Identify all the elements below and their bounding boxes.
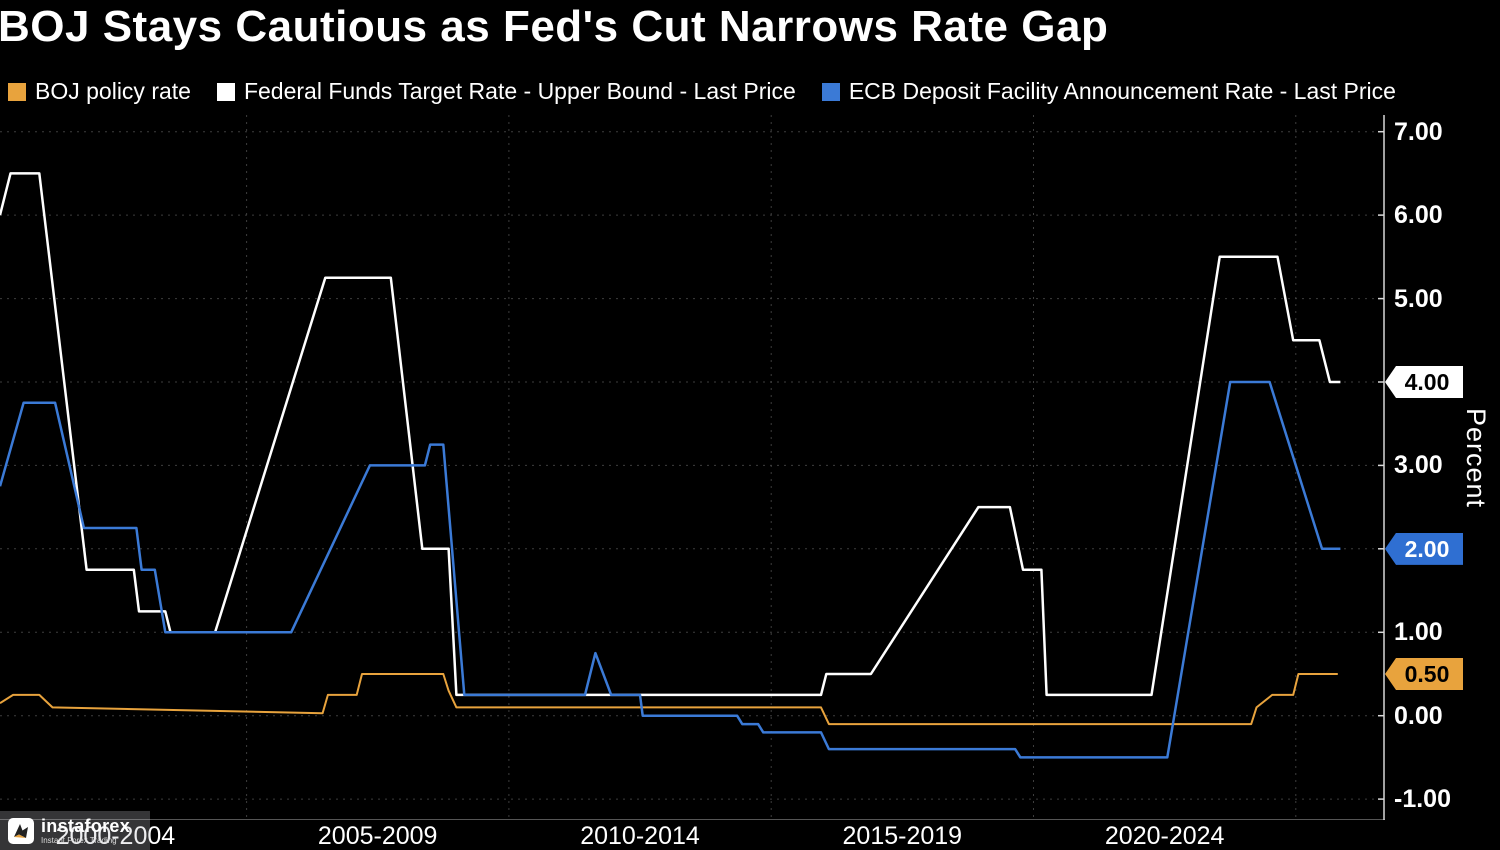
x-tick-2015-2019: 2015-2019 — [842, 822, 963, 850]
watermark-tagline: Instant Forex Trading — [41, 835, 117, 845]
fed-series-swatch — [216, 82, 235, 101]
watermark-instaforex: instaforex Instant Forex Trading — [0, 811, 150, 850]
plot-area — [0, 115, 1385, 820]
legend-label-ecb: ECB Deposit Facility Announcement Rate -… — [848, 78, 1396, 104]
y-tick-7.00: 7.00 — [1394, 117, 1443, 146]
y-tick-0.00: 0.00 — [1394, 701, 1443, 730]
legend-label-boj: BOJ policy rate — [35, 78, 191, 104]
legend-item-boj: BOJ policy rate — [8, 78, 191, 105]
chart-title: BOJ Stays Cautious as Fed's Cut Narrows … — [0, 2, 1109, 51]
last-price-badge-4.00: 4.00 — [1385, 365, 1463, 398]
x-tick-2010-2014: 2010-2014 — [580, 822, 700, 850]
y-tick-5.00: 5.00 — [1394, 284, 1443, 313]
series-boj-line — [0, 673, 1338, 726]
x-tick-2020-2024: 2020-2024 — [1104, 822, 1225, 850]
y-tick-1.00: 1.00 — [1394, 618, 1443, 647]
y-axis-title: Percent — [1461, 408, 1491, 509]
legend-item-fed: Federal Funds Target Rate - Upper Bound … — [216, 78, 796, 105]
rate-lines-plot — [0, 115, 1385, 820]
instaforex-logo-icon — [8, 817, 34, 844]
series-fed-line — [0, 172, 1341, 697]
x-tick-2005-2009: 2005-2009 — [317, 822, 438, 850]
series-ecb-line — [0, 380, 1341, 759]
y-tick-6.00: 6.00 — [1394, 201, 1443, 230]
x-tick-2000-2004: 2000-2004 — [55, 822, 176, 850]
watermark-text: instaforex Instant Forex Trading — [41, 815, 131, 845]
x-axis-labels: 2000-2004 2005-2009 2010-2014 2015-2019 2020… — [0, 822, 1385, 850]
last-price-badge-0.50: 0.50 — [1385, 657, 1463, 690]
ecb-series-swatch — [821, 82, 840, 101]
y-tick--1.00: -1.00 — [1394, 785, 1451, 814]
boj-series-swatch — [8, 82, 26, 101]
last-price-badge-2.00: 2.00 — [1385, 532, 1463, 565]
legend: BOJ policy rate Federal Funds Target Rat… — [8, 78, 1396, 105]
legend-item-ecb: ECB Deposit Facility Announcement Rate -… — [821, 78, 1396, 105]
legend-label-fed: Federal Funds Target Rate - Upper Bound … — [243, 78, 796, 104]
y-tick-3.00: 3.00 — [1394, 451, 1443, 480]
watermark-brand: instaforex — [41, 815, 131, 836]
